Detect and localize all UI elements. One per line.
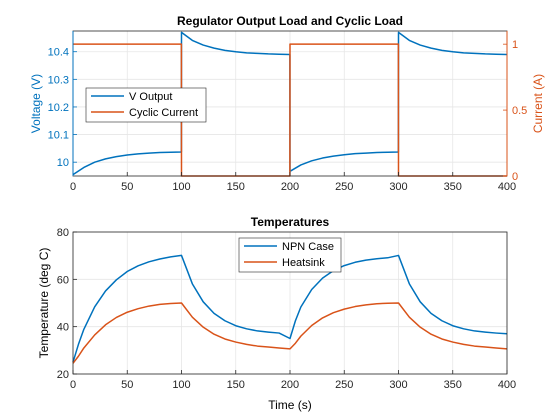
y-right-tick-label: 1 — [512, 39, 518, 51]
x-tick-label: 300 — [389, 181, 407, 193]
x-tick-label: 100 — [172, 181, 190, 193]
y-right-tick-label: 0.5 — [512, 105, 527, 117]
chart-title: Regulator Output Load and Cyclic Load — [177, 14, 403, 28]
x-tick-label: 250 — [335, 379, 353, 391]
x-tick-label: 200 — [281, 181, 299, 193]
legend-box — [85, 87, 207, 123]
y-left-tick-label: 10.2 — [48, 102, 69, 114]
x-tick-label: 350 — [444, 379, 462, 391]
subplot-temperatures: 0 50 100 150 200 250 300 350 400 20 40 60 80 Temper… — [37, 215, 516, 412]
x-axis-label: Time (s) — [268, 398, 312, 412]
series-line-cyclic-current — [73, 43, 507, 177]
x-tick-label: 400 — [498, 181, 516, 193]
x-tick-label: 50 — [121, 379, 133, 391]
series-line-heatsink — [72, 302, 508, 364]
series-line-npn-case — [72, 254, 508, 363]
legend-box — [238, 237, 342, 273]
y-axis-label: Temperature (deg C) — [37, 248, 51, 359]
y-left-tick-label: 10.3 — [48, 74, 69, 86]
x-tick-label: 50 — [121, 181, 133, 193]
series-lines — [72, 31, 508, 177]
x-tick-label: 300 — [389, 379, 407, 391]
chart-title: Temperatures — [251, 215, 330, 229]
legend-label-v-output: V Output — [129, 91, 172, 103]
y-left-tick-label: 10.4 — [48, 47, 69, 59]
subplot-voltage-current: 0 50 100 150 200 250 300 350 400 1010.110.210.31… — [29, 14, 545, 193]
x-tick-label: 200 — [281, 379, 299, 391]
y-tick-labels: 20 40 60 80 — [57, 227, 77, 381]
y-right-tick-label: 0 — [512, 171, 518, 183]
y-tick-label: 20 — [57, 369, 69, 381]
x-tick-label: 150 — [227, 181, 245, 193]
x-tick-labels: 0 50 100 150 200 250 300 350 400 — [70, 370, 516, 391]
x-tick-label: 0 — [70, 181, 76, 193]
x-tick-labels: 0 50 100 150 200 250 300 350 400 — [70, 172, 516, 193]
y-left-tick-label: 10 — [57, 157, 69, 169]
legend-label-npn-case: NPN Case — [282, 241, 334, 253]
y-left-tick-labels: 10 10.1 10.2 10.3 10.4 — [48, 31, 77, 176]
y-tick-label: 40 — [57, 322, 69, 334]
legend-label-heatsink: Heatsink — [282, 257, 325, 269]
y-tick-label: 60 — [57, 274, 69, 286]
x-tick-label: 0 — [70, 379, 76, 391]
y-tick-label: 80 — [57, 227, 69, 239]
x-tick-label: 400 — [498, 379, 516, 391]
y-right-tick-labels: 00.51 — [503, 31, 527, 183]
legend: V Output Cyclic Current — [85, 87, 207, 123]
legend: NPN Case Heatsink — [238, 237, 342, 273]
x-tick-label: 350 — [444, 181, 462, 193]
x-tick-label: 150 — [227, 379, 245, 391]
series-lines — [72, 254, 508, 364]
y-left-tick-label: 10.1 — [48, 130, 69, 142]
x-tick-label: 100 — [172, 379, 190, 391]
x-tick-label: 250 — [335, 181, 353, 193]
y-right-axis-label: Current (A) — [531, 74, 545, 133]
legend-label-cyclic-current: Cyclic Current — [129, 107, 198, 119]
y-left-axis-label: Voltage (V) — [29, 74, 43, 133]
